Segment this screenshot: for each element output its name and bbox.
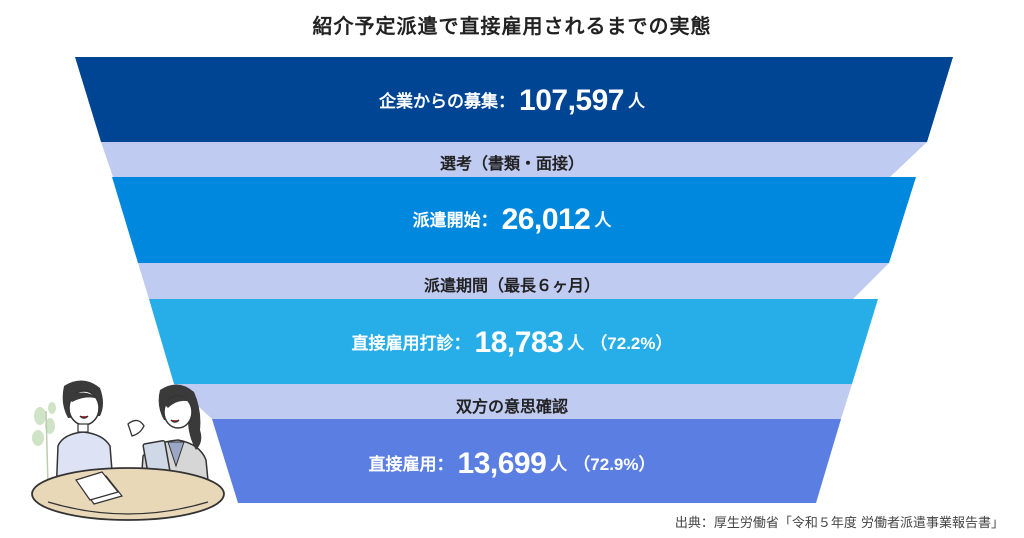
connector-2 xyxy=(138,263,889,299)
band-3-unit: 人 xyxy=(567,334,585,354)
step-2-label: 派遣期間（最長６ヶ月） xyxy=(423,276,600,295)
connector-1 xyxy=(101,142,927,177)
band-1-unit: 人 xyxy=(627,92,645,112)
band-direct-hire xyxy=(212,419,841,503)
band-3-percent: （72.2%） xyxy=(590,334,673,353)
band-3-text: 直接雇用打診： 18,783 人 （72.2%） xyxy=(0,326,1024,360)
table-icon xyxy=(31,467,225,521)
band-4-unit: 人 xyxy=(550,455,568,475)
band-4-text: 直接雇用： 13,699 人 （72.9%） xyxy=(0,447,1024,481)
diagram-title: 紹介予定派遣で直接雇用されるまでの実態 xyxy=(312,14,712,38)
band-2-label: 派遣開始： xyxy=(412,211,498,231)
band-3-value: 18,783 xyxy=(474,326,564,359)
plant-icon xyxy=(32,402,56,446)
band-3-label: 直接雇用打診： xyxy=(351,334,471,354)
band-1-text: 企業からの募集： 107,597 人 xyxy=(0,84,1024,118)
band-dispatch-start xyxy=(112,177,916,263)
source-citation: 出典：厚生労働省「令和５年度 労働者派遣事業報告書」 xyxy=(674,516,1004,531)
band-4-label: 直接雇用： xyxy=(368,455,454,475)
papers-icon xyxy=(75,471,124,505)
band-2-text: 派遣開始： 26,012 人 xyxy=(0,203,1024,237)
band-2-value: 26,012 xyxy=(501,203,591,236)
band-offer xyxy=(149,299,878,384)
band-2-unit: 人 xyxy=(594,211,612,231)
step-3-label: 双方の意思確認 xyxy=(455,397,568,416)
band-4-percent: （72.9%） xyxy=(573,455,656,474)
connector-3 xyxy=(174,384,852,419)
band-recruitment xyxy=(75,57,953,142)
band-1-label: 企業からの募集： xyxy=(379,92,516,112)
band-1-value: 107,597 xyxy=(519,84,624,117)
meeting-illustration xyxy=(31,380,225,521)
step-1-label: 選考（書類・面接） xyxy=(439,154,584,173)
band-4-value: 13,699 xyxy=(457,447,547,480)
